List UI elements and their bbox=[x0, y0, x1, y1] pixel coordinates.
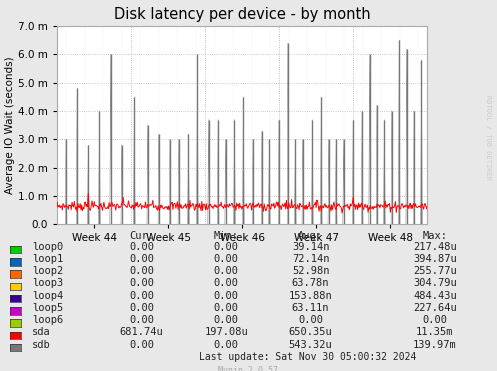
Text: 0.00: 0.00 bbox=[422, 315, 447, 325]
Text: 39.14n: 39.14n bbox=[292, 242, 330, 252]
Text: 11.35m: 11.35m bbox=[416, 327, 454, 337]
Text: 63.78n: 63.78n bbox=[292, 278, 330, 288]
Text: 0.00: 0.00 bbox=[214, 303, 239, 313]
Text: 72.14n: 72.14n bbox=[292, 254, 330, 264]
Text: RDTOOL / TOB OETIKER: RDTOOL / TOB OETIKER bbox=[485, 95, 491, 180]
Text: 0.00: 0.00 bbox=[214, 339, 239, 349]
Text: Avg:: Avg: bbox=[298, 231, 323, 241]
Text: 197.08u: 197.08u bbox=[204, 327, 248, 337]
Text: 650.35u: 650.35u bbox=[289, 327, 332, 337]
Text: loop5: loop5 bbox=[32, 303, 64, 313]
Text: 52.98n: 52.98n bbox=[292, 266, 330, 276]
Text: 0.00: 0.00 bbox=[214, 242, 239, 252]
Text: 0.00: 0.00 bbox=[129, 339, 154, 349]
Text: Cur:: Cur: bbox=[129, 231, 154, 241]
Text: 0.00: 0.00 bbox=[129, 242, 154, 252]
Text: 543.32u: 543.32u bbox=[289, 339, 332, 349]
Text: 0.00: 0.00 bbox=[214, 290, 239, 301]
Text: loop4: loop4 bbox=[32, 290, 64, 301]
Text: Min:: Min: bbox=[214, 231, 239, 241]
Text: 304.79u: 304.79u bbox=[413, 278, 457, 288]
Text: 394.87u: 394.87u bbox=[413, 254, 457, 264]
Text: 0.00: 0.00 bbox=[129, 254, 154, 264]
Text: loop2: loop2 bbox=[32, 266, 64, 276]
Text: 255.77u: 255.77u bbox=[413, 266, 457, 276]
Text: loop3: loop3 bbox=[32, 278, 64, 288]
Text: 0.00: 0.00 bbox=[214, 278, 239, 288]
Text: 681.74u: 681.74u bbox=[120, 327, 164, 337]
Title: Disk latency per device - by month: Disk latency per device - by month bbox=[114, 7, 371, 22]
Text: 0.00: 0.00 bbox=[129, 303, 154, 313]
Text: 217.48u: 217.48u bbox=[413, 242, 457, 252]
Text: 227.64u: 227.64u bbox=[413, 303, 457, 313]
Text: loop0: loop0 bbox=[32, 242, 64, 252]
Text: 0.00: 0.00 bbox=[129, 290, 154, 301]
Text: 0.00: 0.00 bbox=[214, 254, 239, 264]
Text: Max:: Max: bbox=[422, 231, 447, 241]
Text: Munin 2.0.57: Munin 2.0.57 bbox=[219, 366, 278, 371]
Y-axis label: Average IO Wait (seconds): Average IO Wait (seconds) bbox=[5, 56, 15, 194]
Text: 153.88n: 153.88n bbox=[289, 290, 332, 301]
Text: 139.97m: 139.97m bbox=[413, 339, 457, 349]
Text: loop1: loop1 bbox=[32, 254, 64, 264]
Text: 0.00: 0.00 bbox=[214, 266, 239, 276]
Text: 0.00: 0.00 bbox=[129, 315, 154, 325]
Text: sda: sda bbox=[32, 327, 51, 337]
Text: 0.00: 0.00 bbox=[298, 315, 323, 325]
Text: 63.11n: 63.11n bbox=[292, 303, 330, 313]
Text: 0.00: 0.00 bbox=[129, 266, 154, 276]
Text: 484.43u: 484.43u bbox=[413, 290, 457, 301]
Text: 0.00: 0.00 bbox=[214, 315, 239, 325]
Text: Last update: Sat Nov 30 05:00:32 2024: Last update: Sat Nov 30 05:00:32 2024 bbox=[199, 352, 417, 362]
Text: 0.00: 0.00 bbox=[129, 278, 154, 288]
Text: sdb: sdb bbox=[32, 339, 51, 349]
Text: loop6: loop6 bbox=[32, 315, 64, 325]
